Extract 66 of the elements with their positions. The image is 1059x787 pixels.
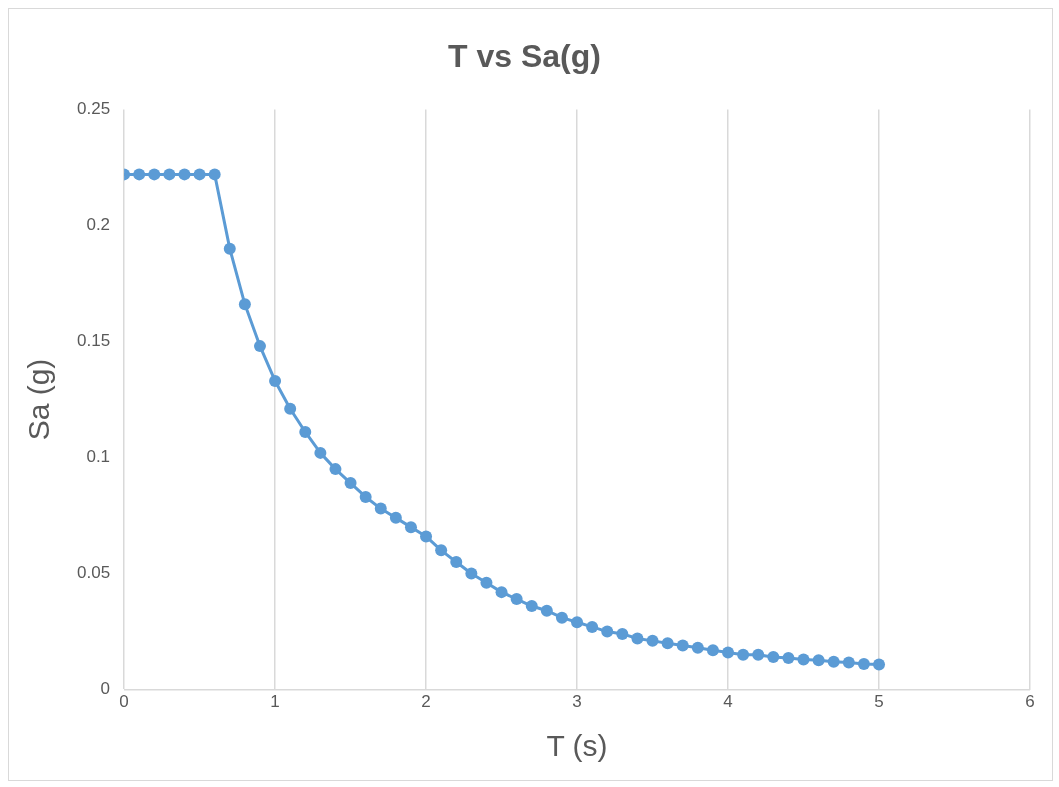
point bbox=[450, 555, 463, 568]
point bbox=[631, 632, 644, 645]
point bbox=[540, 604, 553, 617]
point bbox=[480, 576, 493, 589]
point bbox=[163, 168, 176, 181]
point bbox=[873, 658, 886, 671]
point bbox=[284, 402, 297, 415]
point bbox=[646, 634, 659, 647]
point bbox=[465, 567, 478, 580]
point bbox=[148, 168, 161, 181]
point bbox=[435, 544, 448, 557]
point bbox=[238, 298, 251, 311]
point bbox=[223, 242, 236, 255]
point bbox=[344, 477, 357, 490]
point bbox=[193, 168, 206, 181]
point bbox=[586, 620, 599, 633]
point bbox=[510, 593, 523, 606]
y-tick-label: 0.1 bbox=[86, 447, 111, 467]
y-tick-label: 0.05 bbox=[76, 563, 111, 583]
y-tick-label: 0 bbox=[100, 679, 111, 699]
chart-title: T vs Sa(g) bbox=[448, 38, 601, 75]
point bbox=[420, 530, 433, 543]
point bbox=[812, 654, 825, 667]
point bbox=[389, 511, 402, 524]
point bbox=[767, 651, 780, 664]
point bbox=[827, 655, 840, 668]
point bbox=[208, 168, 221, 181]
point bbox=[706, 644, 719, 657]
x-axis-title: T (s) bbox=[546, 729, 608, 763]
x-tick-label: 3 bbox=[572, 692, 582, 712]
x-tick-label: 4 bbox=[723, 692, 733, 712]
point bbox=[752, 648, 765, 661]
point bbox=[782, 652, 795, 665]
point bbox=[571, 616, 584, 629]
point bbox=[253, 340, 266, 353]
x-tick-label: 5 bbox=[874, 692, 884, 712]
x-tick-label: 0 bbox=[119, 692, 129, 712]
point bbox=[329, 463, 342, 476]
point bbox=[842, 656, 855, 669]
point bbox=[676, 639, 689, 652]
point bbox=[374, 502, 387, 515]
point bbox=[722, 646, 735, 659]
point bbox=[797, 653, 810, 666]
x-tick-label: 2 bbox=[421, 692, 431, 712]
point bbox=[495, 586, 508, 599]
y-tick-label: 0.25 bbox=[76, 99, 111, 119]
y-axis-title: Sa (g) bbox=[22, 358, 56, 441]
x-tick-label: 1 bbox=[270, 692, 280, 712]
x-tick-label: 6 bbox=[1025, 692, 1035, 712]
point bbox=[691, 641, 704, 654]
point bbox=[525, 600, 538, 613]
point bbox=[299, 425, 312, 438]
point bbox=[314, 446, 327, 459]
y-tick-label: 0.2 bbox=[86, 215, 111, 235]
point bbox=[133, 168, 146, 181]
point bbox=[601, 625, 614, 638]
y-tick-label: 0.15 bbox=[76, 331, 111, 351]
point bbox=[616, 627, 629, 640]
point bbox=[404, 521, 417, 534]
point bbox=[178, 168, 191, 181]
point bbox=[737, 648, 750, 661]
point bbox=[359, 490, 372, 503]
point bbox=[661, 637, 674, 650]
point bbox=[555, 611, 568, 624]
point bbox=[269, 374, 282, 387]
point bbox=[857, 658, 870, 671]
